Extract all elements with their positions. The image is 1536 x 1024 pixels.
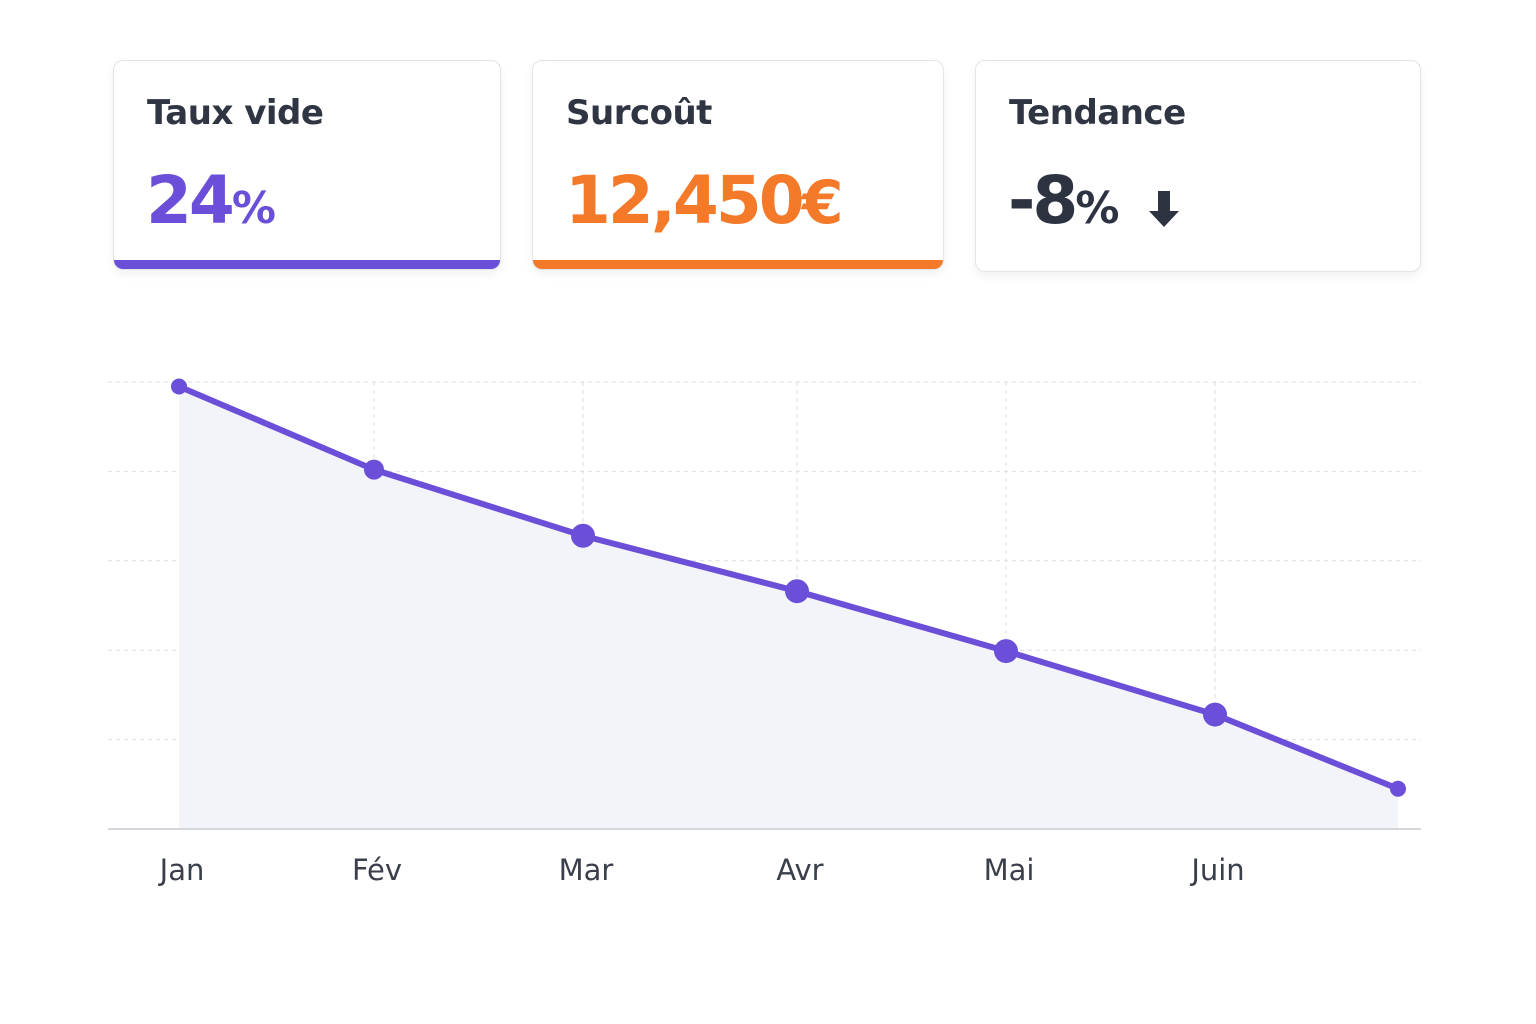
card-value: 24% xyxy=(146,161,276,249)
x-tick-label: Jan xyxy=(158,853,205,887)
data-point xyxy=(994,639,1018,664)
card-tendance: Tendance -8% xyxy=(975,60,1421,272)
value-unit: % xyxy=(1075,183,1120,234)
accent-bar xyxy=(533,260,943,269)
value-number: 24 xyxy=(146,162,235,239)
value-number: 12,450 xyxy=(565,162,805,239)
card-value: 12,450€ xyxy=(565,161,844,243)
card-value: -8% xyxy=(1008,161,1181,249)
x-tick-label: Fév xyxy=(352,853,402,887)
data-point xyxy=(785,579,809,604)
x-tick-label: Mai xyxy=(984,853,1035,887)
data-point xyxy=(1203,702,1227,727)
area-fill xyxy=(179,386,1398,829)
card-title: Tendance xyxy=(1009,93,1186,133)
data-point xyxy=(1390,780,1406,797)
x-tick-label: Mar xyxy=(559,853,614,887)
card-title: Taux vide xyxy=(147,93,324,133)
card-taux-vide: Taux vide 24% xyxy=(113,60,501,270)
data-point xyxy=(571,523,595,548)
data-point xyxy=(364,459,384,480)
value-number: -8 xyxy=(1008,162,1078,239)
card-title: Surcoût xyxy=(566,93,712,133)
accent-bar xyxy=(114,260,500,269)
data-point xyxy=(171,378,187,395)
x-tick-label: Juin xyxy=(1189,853,1244,887)
value-unit: € xyxy=(801,168,844,238)
x-tick-label: Avr xyxy=(776,853,823,887)
card-surcout: Surcoût 12,450€ xyxy=(532,60,944,270)
arrow-down-icon xyxy=(1149,191,1180,227)
value-unit: % xyxy=(231,183,276,234)
